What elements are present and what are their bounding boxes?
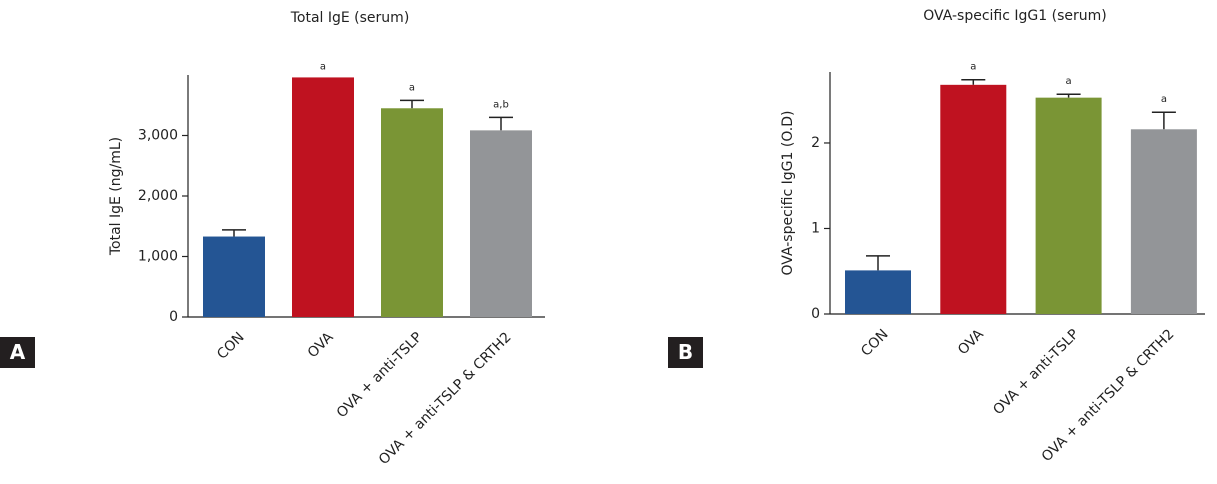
bar — [1035, 97, 1102, 314]
x-tick-label: CON — [214, 329, 247, 362]
y-tick-label: 2 — [811, 135, 820, 151]
x-tick-label: OVA — [955, 326, 987, 358]
y-tick-label: 1,000 — [138, 249, 178, 265]
bar — [940, 84, 1007, 314]
y-tick-label: 1 — [811, 220, 820, 236]
bar — [1130, 129, 1197, 314]
y-tick-label: 2,000 — [138, 188, 178, 204]
bar — [292, 77, 354, 317]
panel-label: A — [10, 340, 26, 364]
y-axis-label: OVA-specific IgG1 (O.D) — [780, 111, 796, 276]
y-axis-label: Total IgE (ng/mL) — [108, 137, 124, 256]
bar — [470, 130, 532, 317]
y-tick-label: 0 — [169, 309, 178, 325]
annotation: a — [970, 62, 976, 73]
y-tick-label: 3,000 — [138, 128, 178, 144]
x-tick-label: OVA + anti-TSLP — [334, 329, 426, 421]
annotation: a — [1066, 76, 1072, 87]
x-tick-label: CON — [858, 326, 891, 359]
annotation: a,b — [493, 99, 509, 110]
panel-box — [0, 337, 35, 368]
panel-label: B — [678, 340, 693, 364]
bar — [381, 108, 443, 318]
annotation: a — [409, 82, 415, 93]
x-tick-label: OVA + anti-TSLP — [990, 326, 1082, 418]
panel-box — [668, 337, 703, 368]
chart-title: Total IgE (serum) — [290, 10, 410, 26]
bar — [845, 270, 911, 314]
bar — [203, 236, 265, 317]
annotation: a — [320, 61, 326, 72]
chart-title: OVA-specific IgG1 (serum) — [923, 8, 1106, 24]
annotation: a — [1161, 94, 1167, 105]
x-tick-label: OVA — [305, 329, 337, 361]
y-tick-label: 0 — [811, 306, 820, 322]
